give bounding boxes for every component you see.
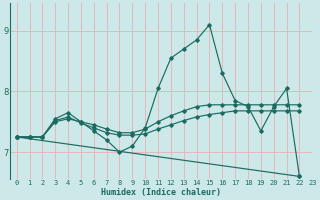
X-axis label: Humidex (Indice chaleur): Humidex (Indice chaleur): [101, 188, 221, 197]
